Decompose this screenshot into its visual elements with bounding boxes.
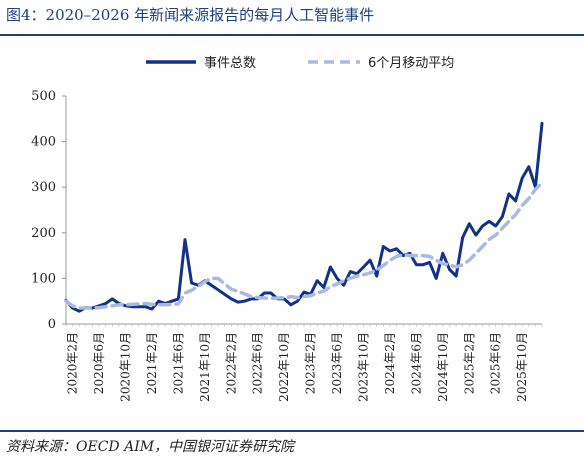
y-tick-label: 400: [31, 135, 56, 150]
footer-rule: [0, 430, 584, 432]
y-tick-label: 100: [31, 271, 56, 286]
series-line-moving-average: [64, 180, 544, 310]
x-tick-label: 2024年10月: [436, 332, 450, 402]
chart: 0 100 200 300 400 500 2020年2月 2020年6月 2020年10月 20…: [31, 56, 544, 402]
chart-title: 图4：2020–2026 年新闻来源报告的每月人工智能事件: [6, 6, 375, 24]
x-tick-label: 2022年2月: [224, 332, 238, 394]
x-tick-label: 2024年6月: [409, 332, 423, 394]
series-line-total: [64, 121, 544, 313]
x-tick-label: 2020年6月: [92, 332, 106, 394]
y-tick-label: 0: [48, 317, 56, 332]
x-tick-label: 2022年6月: [251, 332, 265, 394]
x-tick-label: 2025年10月: [515, 332, 529, 402]
x-tick-label: 2021年6月: [171, 332, 185, 394]
x-tick-label: 2025年6月: [489, 332, 503, 394]
legend-label-moving-average: 6个月移动平均: [368, 56, 454, 71]
y-tick-label: 500: [31, 89, 56, 104]
x-tick-label: 2022年10月: [277, 332, 291, 402]
x-tick-label: 2020年2月: [66, 332, 80, 394]
x-tick-label: 2021年2月: [145, 332, 159, 394]
x-tick-label: 2025年2月: [462, 332, 476, 394]
title-rule: [0, 34, 584, 36]
x-tick-label: 2023年6月: [330, 332, 344, 394]
x-tick-label: 2023年10月: [357, 332, 371, 402]
legend-label-total: 事件总数: [204, 56, 256, 71]
x-tick-label: 2024年2月: [383, 332, 397, 394]
source-note: 资料来源：OECD AIM，中国银河证券研究院: [6, 439, 295, 455]
y-tick-label: 200: [31, 226, 56, 241]
x-tick-label: 2020年10月: [119, 332, 133, 402]
x-tick-label: 2021年10月: [198, 332, 212, 402]
y-tick-label: 300: [31, 180, 56, 195]
x-tick-label: 2023年2月: [304, 332, 318, 394]
